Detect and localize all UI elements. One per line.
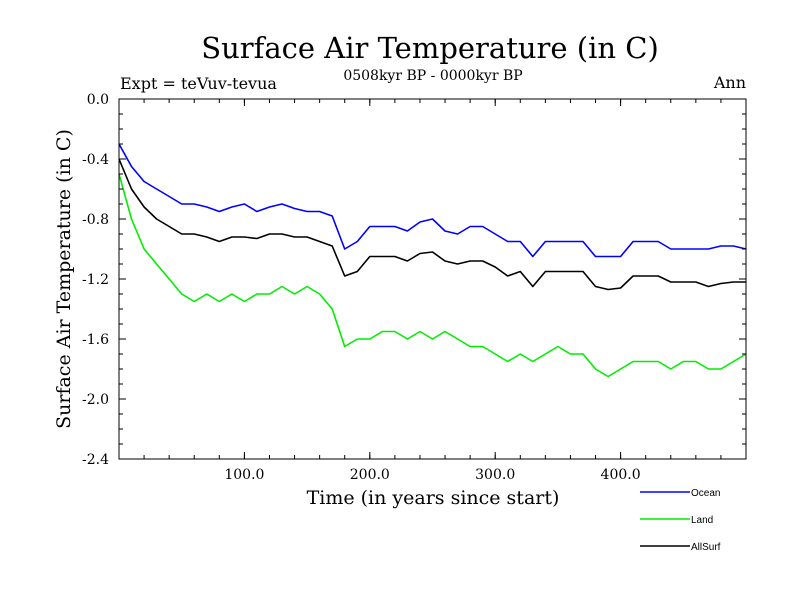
y-tick-label: 0.0 — [87, 92, 109, 108]
series-line-ocean — [118, 143, 747, 258]
legend-label-land: Land — [691, 515, 713, 526]
legend-label-ocean: Ocean — [691, 488, 720, 499]
series-layer — [118, 143, 747, 378]
series-line-allsurf — [118, 158, 746, 291]
x-tick-label: 300.0 — [475, 467, 515, 483]
tick-layer: 0.0 -0.4 -0.8 -1.2 -1.6 -2.0 -2.4 100.0 200.0 300… — [82, 92, 746, 483]
x-tick-label: 400.0 — [601, 467, 641, 483]
x-tick-label: 200.0 — [350, 467, 390, 483]
chart-title: Surface Air Temperature (in C) — [201, 31, 659, 65]
y-tick-label: -1.2 — [82, 272, 109, 288]
plot-frame — [118, 98, 747, 460]
y-tick-label: -1.6 — [82, 332, 109, 348]
legend-label-allsurf: AllSurf — [691, 542, 721, 553]
experiment-label: Expt = teVuv-tevua — [120, 74, 277, 93]
y-tick-label: -2.4 — [82, 452, 109, 468]
x-tick-label: 100.0 — [224, 467, 264, 483]
y-axis-label: Surface Air Temperature (in C) — [53, 129, 75, 429]
season-label: Ann — [713, 73, 746, 92]
series-line-land — [118, 173, 747, 378]
y-tick-label: -0.4 — [82, 152, 109, 168]
chart-subtitle: 0508kyr BP - 0000kyr BP — [343, 68, 522, 84]
y-tick-label: -2.0 — [82, 392, 109, 408]
y-tick-label: -0.8 — [82, 212, 109, 228]
x-axis-label: Time (in years since start) — [307, 487, 560, 509]
legend: Ocean Land AllSurf — [640, 488, 721, 553]
